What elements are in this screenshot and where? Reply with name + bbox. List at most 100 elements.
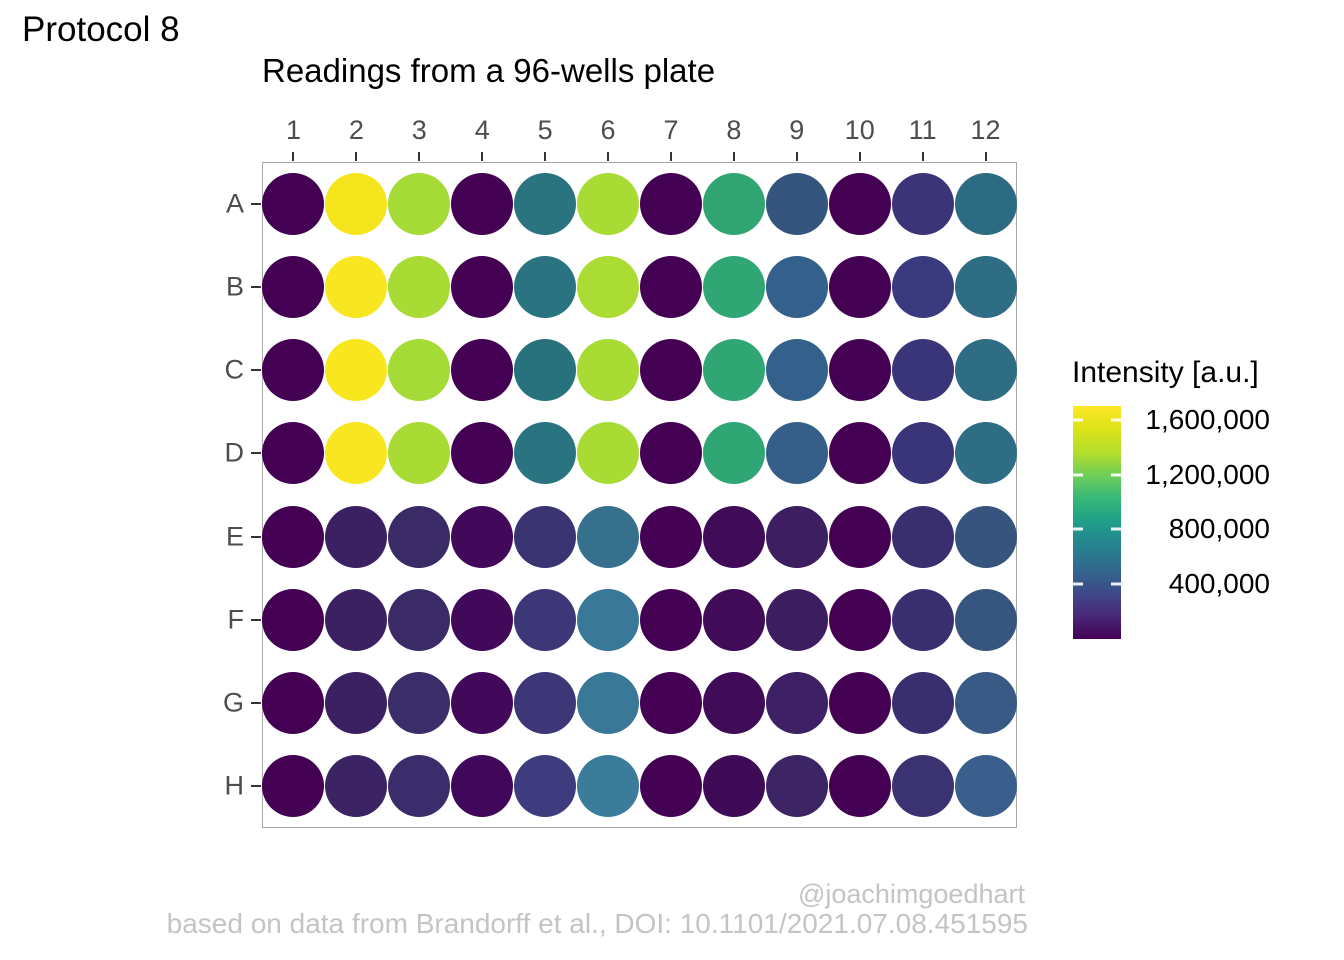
column-label-6: 6 [600,115,616,145]
well-H3 [388,755,451,818]
well-A5 [514,172,577,235]
well-E2 [325,505,388,568]
well-B3 [388,255,451,318]
column-tick-5 [544,152,547,161]
well-F8 [702,588,765,651]
well-A6 [577,172,640,235]
source-caption: based on data from Brandorff et al., DOI… [166,908,1028,939]
well-H2 [325,755,388,818]
row-label-F: F [227,604,245,635]
well-G11 [891,672,954,735]
legend-tickmark-right [1111,473,1121,477]
well-F1 [262,588,325,651]
column-label-7: 7 [663,115,679,145]
well-G9 [765,672,828,735]
well-F11 [891,588,954,651]
well-G4 [451,672,514,735]
well-D3 [388,422,451,485]
row-tick-H [251,785,261,788]
well-D5 [514,422,577,485]
well-H5 [514,755,577,818]
well-H6 [577,755,640,818]
well-B6 [577,255,640,318]
well-D6 [577,422,640,485]
column-tick-4 [481,152,484,161]
column-label-3: 3 [411,115,427,145]
row-label-D: D [224,437,245,468]
legend-tickmark-right [1111,582,1121,586]
well-C5 [514,339,577,402]
well-H4 [451,755,514,818]
well-F7 [639,588,702,651]
well-D12 [954,422,1017,485]
credit-handle: @joachimgoedhart [797,879,1025,909]
row-tick-G [251,702,261,705]
well-F4 [451,588,514,651]
well-B7 [639,255,702,318]
well-A11 [891,172,954,235]
well-B11 [891,255,954,318]
row-tick-A [251,202,261,205]
well-A4 [451,172,514,235]
well-G6 [577,672,640,735]
column-label-8: 8 [726,115,742,145]
well-H9 [765,755,828,818]
column-tick-3 [418,152,421,161]
legend-tick-label: 1,600,000 [1145,403,1270,435]
well-C12 [954,339,1017,402]
well-G10 [828,672,891,735]
plot-panel [262,162,1017,828]
well-F3 [388,588,451,651]
well-D1 [262,422,325,485]
row-tick-B [251,285,261,288]
column-label-5: 5 [537,115,553,145]
column-tick-7 [669,152,672,161]
legend-tickmark-left [1073,582,1083,586]
well-E12 [954,505,1017,568]
well-E11 [891,505,954,568]
legend-tick-label: 800,000 [1168,513,1270,545]
column-tick-2 [355,152,358,161]
well-F6 [577,588,640,651]
row-label-H: H [224,770,245,801]
column-tick-10 [858,152,861,161]
well-C11 [891,339,954,402]
column-tick-1 [292,152,295,161]
row-label-E: E [225,521,244,552]
column-label-9: 9 [789,115,805,145]
well-F5 [514,588,577,651]
legend-tickmark-right [1111,527,1121,531]
well-E9 [765,505,828,568]
row-label-B: B [225,271,244,302]
well-D8 [702,422,765,485]
row-tick-D [251,452,261,455]
well-H1 [262,755,325,818]
well-B10 [828,255,891,318]
well-H10 [828,755,891,818]
well-F2 [325,588,388,651]
well-H11 [891,755,954,818]
legend-colorbar [1073,406,1121,639]
row-label-A: A [225,188,244,219]
row-label-G: G [222,687,244,718]
well-A7 [639,172,702,235]
well-D4 [451,422,514,485]
column-label-11: 11 [908,115,937,145]
well-E4 [451,505,514,568]
legend-tickmark-left [1073,473,1083,477]
well-B5 [514,255,577,318]
well-A10 [828,172,891,235]
well-E1 [262,505,325,568]
well-F9 [765,588,828,651]
well-C2 [325,339,388,402]
well-B8 [702,255,765,318]
well-B1 [262,255,325,318]
well-C9 [765,339,828,402]
well-C10 [828,339,891,402]
well-B12 [954,255,1017,318]
well-H7 [639,755,702,818]
legend-title: Intensity [a.u.] [1072,356,1259,389]
well-D7 [639,422,702,485]
row-tick-F [251,618,261,621]
